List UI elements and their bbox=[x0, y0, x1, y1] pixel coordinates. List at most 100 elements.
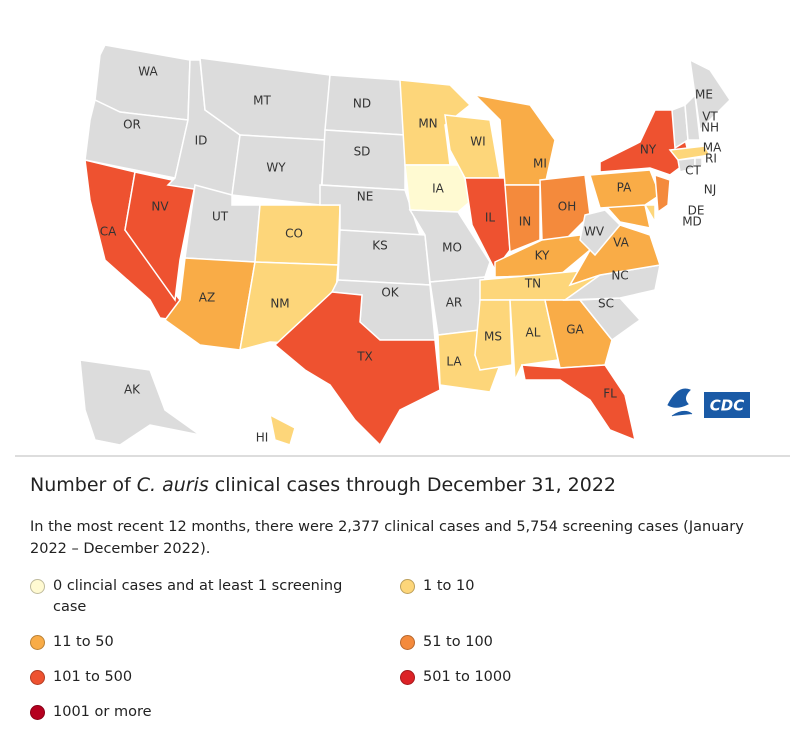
state-label: NH bbox=[701, 121, 719, 135]
state bbox=[321, 129, 406, 191]
state bbox=[268, 413, 296, 446]
state-label: MI bbox=[533, 157, 547, 171]
state-label: IL bbox=[485, 211, 496, 225]
legend-item: 501 to 1000 bbox=[400, 667, 770, 688]
state-label: OR bbox=[123, 118, 141, 132]
legend-swatch bbox=[400, 635, 415, 650]
state-label: OH bbox=[558, 200, 576, 214]
state bbox=[79, 359, 201, 446]
legend-swatch bbox=[400, 670, 415, 685]
state bbox=[539, 174, 591, 241]
state-label: WY bbox=[266, 161, 286, 175]
state-label: NC bbox=[611, 269, 628, 283]
state bbox=[509, 299, 559, 381]
state-label: NJ bbox=[704, 183, 717, 197]
state-label: AR bbox=[446, 296, 463, 310]
subtitle: In the most recent 12 months, there were… bbox=[30, 519, 744, 557]
title: Number of C. auris clinical cases throug… bbox=[30, 474, 616, 496]
state bbox=[504, 184, 541, 254]
state-label: MN bbox=[418, 117, 437, 131]
state-label: OK bbox=[381, 286, 399, 300]
state-label: TX bbox=[356, 350, 373, 364]
state-label: RI bbox=[705, 152, 717, 166]
state-label: UT bbox=[212, 210, 229, 224]
cdc-logo bbox=[704, 392, 750, 418]
legend-item: 11 to 50 bbox=[30, 632, 400, 653]
state-label: ID bbox=[195, 134, 208, 148]
legend-label: 1001 or more bbox=[53, 704, 152, 720]
state-label: ND bbox=[353, 97, 371, 111]
state-label: AZ bbox=[199, 291, 215, 305]
state bbox=[689, 58, 731, 132]
legend-swatch bbox=[30, 705, 45, 720]
state-label: LA bbox=[446, 355, 462, 369]
legend-swatch bbox=[400, 579, 415, 594]
state-label: SC bbox=[598, 297, 614, 311]
legend-item: 1001 or more bbox=[30, 702, 400, 723]
state bbox=[668, 145, 712, 161]
state-label: MT bbox=[253, 94, 271, 108]
state-label: NV bbox=[151, 200, 169, 214]
legend-item: 1 to 10 bbox=[400, 576, 770, 618]
legend-item: 0 clincial cases and at least 1 screenin… bbox=[30, 576, 400, 618]
state-label: MA bbox=[703, 141, 722, 155]
state bbox=[562, 264, 661, 301]
state-label: PA bbox=[617, 181, 632, 195]
legend-label: 501 to 1000 bbox=[423, 669, 512, 685]
state-label: AK bbox=[124, 383, 141, 397]
state-label: WV bbox=[584, 225, 605, 239]
legend-swatch bbox=[30, 579, 45, 594]
legend-label: 11 to 50 bbox=[53, 634, 114, 650]
legend-label: 1 to 10 bbox=[423, 578, 475, 594]
state-label: NM bbox=[270, 297, 289, 311]
state-label: TN bbox=[524, 277, 541, 291]
state-label: MD bbox=[682, 215, 702, 229]
state-label: CT bbox=[685, 164, 701, 178]
state-label: NY bbox=[640, 143, 657, 157]
state-label: CA bbox=[100, 225, 117, 239]
legend-label: 101 to 500 bbox=[53, 669, 133, 685]
state-label: MS bbox=[484, 330, 502, 344]
legend-swatch bbox=[30, 635, 45, 650]
legend-item: 101 to 500 bbox=[30, 667, 400, 688]
state-label: WI bbox=[470, 135, 485, 149]
state-label: GA bbox=[566, 323, 584, 337]
states bbox=[79, 44, 731, 447]
title-text: Number of bbox=[30, 474, 137, 496]
state-label: HI bbox=[256, 431, 269, 445]
title-italic: C. auris bbox=[136, 474, 209, 496]
state bbox=[474, 299, 513, 371]
state-label: ME bbox=[695, 88, 713, 102]
legend-item: 51 to 100 bbox=[400, 632, 770, 653]
state bbox=[273, 291, 441, 447]
cdc-logo-text: CDC bbox=[710, 397, 744, 415]
state-label: IN bbox=[519, 215, 532, 229]
state-label: IA bbox=[432, 182, 445, 196]
state-label: DE bbox=[688, 204, 705, 218]
state bbox=[579, 209, 622, 257]
hhs-logo bbox=[667, 388, 693, 417]
state bbox=[654, 173, 671, 214]
legend-label: 51 to 100 bbox=[423, 634, 493, 650]
state-label: MO bbox=[442, 241, 462, 255]
state-label: KS bbox=[372, 239, 388, 253]
state-label: VA bbox=[613, 236, 629, 250]
title-text: clinical cases through December 31, 2022 bbox=[208, 474, 617, 496]
state-label: FL bbox=[603, 387, 617, 401]
legend-label: 0 clincial cases and at least 1 screenin… bbox=[53, 578, 343, 615]
state-label: VT bbox=[702, 110, 718, 124]
state bbox=[643, 204, 656, 225]
state-label: AL bbox=[526, 326, 541, 340]
state bbox=[694, 157, 703, 169]
state bbox=[589, 169, 661, 209]
legend: 0 clincial cases and at least 1 screenin… bbox=[30, 576, 770, 723]
legend-swatch bbox=[30, 670, 45, 685]
state-label: SD bbox=[354, 145, 371, 159]
state-label: WA bbox=[138, 65, 158, 79]
state-label: NE bbox=[357, 190, 374, 204]
state-label: CO bbox=[285, 227, 303, 241]
state-label: KY bbox=[535, 249, 550, 263]
map: CDC WA OR CA NV ID MT WY UT AZ CO NM ND SD NE KS OK TX MN… bbox=[15, 44, 790, 457]
state bbox=[404, 164, 473, 213]
